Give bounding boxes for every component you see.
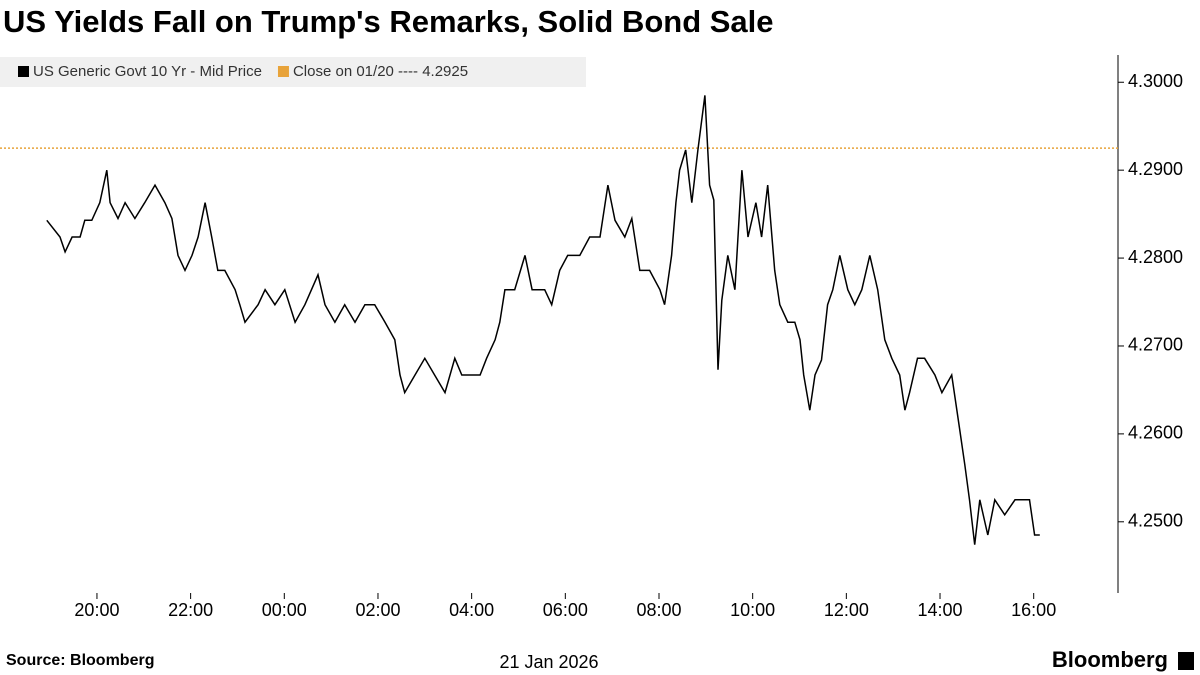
x-tick-label: 02:00 [355,600,400,620]
x-axis-label: 21 Jan 2026 [499,652,598,672]
x-tick-label: 14:00 [917,600,962,620]
y-tick-label: 4.2800 [1128,247,1183,267]
y-tick-label: 4.2900 [1128,159,1183,179]
x-tick-label: 06:00 [543,600,588,620]
x-tick-label: 10:00 [730,600,775,620]
y-tick-label: 4.2500 [1128,511,1183,531]
y-tick-label: 4.3000 [1128,71,1183,91]
x-tick-label: 12:00 [824,600,869,620]
legend-box [0,57,586,87]
series-line [46,95,1040,545]
y-tick-label: 4.2600 [1128,423,1183,443]
chart-title: US Yields Fall on Trump's Remarks, Solid… [3,4,774,39]
x-tick-label: 20:00 [74,600,119,620]
brand: Bloomberg [1052,647,1168,672]
legend-label: Close on 01/20 ---- 4.2925 [293,63,468,80]
x-tick-label: 08:00 [636,600,681,620]
y-tick-label: 4.2700 [1128,335,1183,355]
legend-swatch [18,66,29,77]
source: Source: Bloomberg [6,652,154,669]
legend-label: US Generic Govt 10 Yr - Mid Price [33,63,262,80]
x-tick-label: 22:00 [168,600,213,620]
x-tick-label: 16:00 [1011,600,1056,620]
x-tick-label: 04:00 [449,600,494,620]
brand-icon [1178,652,1194,670]
legend-swatch [277,66,289,77]
x-tick-label: 00:00 [262,600,307,620]
